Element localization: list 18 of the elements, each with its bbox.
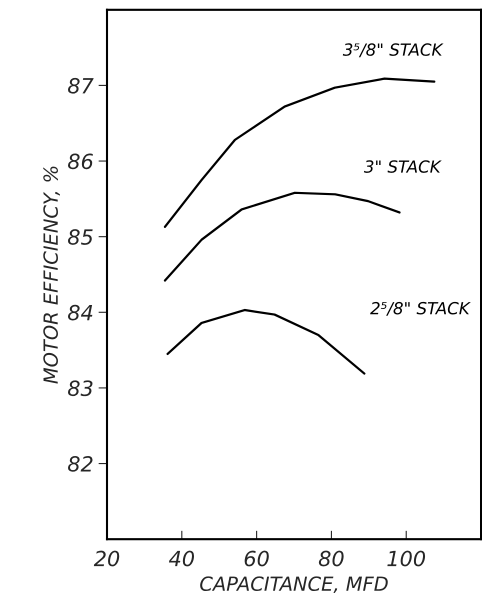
line-series: [166, 308, 366, 375]
text: 2⁵/8" STACK: [370, 302, 471, 316]
y-tick-label: 87: [68, 78, 94, 94]
y-tick-label: 84: [68, 304, 92, 321]
series-label: 3⁵/8" STACK: [342, 43, 444, 58]
line-series: [164, 192, 401, 282]
x-tick-label: 40: [168, 550, 194, 566]
x-tick-label: 20: [94, 550, 120, 566]
y-tick-label: 86: [68, 153, 93, 170]
y-tick-label: 82: [68, 456, 93, 472]
x-tick-label: 100: [387, 550, 426, 566]
y-tick-label: 85: [68, 229, 93, 245]
y-tick-label: 83: [68, 380, 92, 396]
x-tick-label: 80: [318, 550, 344, 566]
x-tick-label: 60: [244, 550, 269, 566]
series-label: 3" STACK: [364, 160, 442, 173]
y-axis-title: MOTOR EFFICIENCY, %: [43, 166, 60, 384]
x-axis-title: CAPACITANCE, MFD: [200, 576, 388, 594]
